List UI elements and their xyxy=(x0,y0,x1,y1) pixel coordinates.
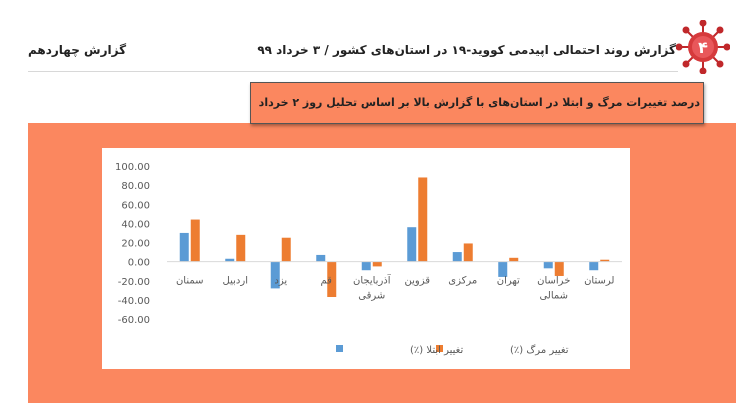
bar-infection xyxy=(543,261,553,269)
x-category-label: خراسان شمالی xyxy=(537,276,570,302)
x-category-label: لرستان xyxy=(584,276,614,287)
bar-infection xyxy=(452,252,462,262)
y-tick-label: 60.00 xyxy=(121,200,150,211)
bar-death xyxy=(236,234,246,262)
bar-death xyxy=(281,237,291,262)
x-category-label: تهران xyxy=(497,276,520,287)
y-tick-label: 80.00 xyxy=(121,181,150,192)
bar-death xyxy=(463,243,473,262)
bar-chart: 100.00 80.00 60.00 40.00 20.00 0.00 -20.00 -40.… xyxy=(115,162,622,356)
y-tick-label: 20.00 xyxy=(121,239,150,250)
report-number: گزارش چهاردهم xyxy=(28,43,127,57)
bar-death xyxy=(327,261,337,298)
y-tick-label: 100.00 xyxy=(115,162,150,173)
bar-infection xyxy=(179,232,189,262)
y-tick-label: 40.00 xyxy=(121,219,150,230)
bar-death xyxy=(600,259,610,262)
legend-label: تغییر مرگ (٪) xyxy=(510,343,569,356)
x-category-label: مرکزی xyxy=(448,276,477,287)
header-divider xyxy=(28,71,678,72)
bar-infection xyxy=(498,261,508,277)
y-tick-label: -20.00 xyxy=(118,277,150,288)
x-category-label: یزد xyxy=(274,276,287,287)
bar-death xyxy=(509,257,519,262)
bar-death xyxy=(372,261,382,267)
bar-infection xyxy=(225,258,235,262)
legend-label: تغییر ابتلا (٪) xyxy=(410,345,463,356)
x-category-label: آذربایجان شرقی xyxy=(353,274,392,302)
chart-title: درصد تغییرات مرگ و ابتلا در استان‌های با… xyxy=(258,96,700,109)
legend-swatch xyxy=(336,345,343,352)
y-tick-label: -40.00 xyxy=(118,296,150,307)
bar-infection xyxy=(361,261,371,271)
bar-death xyxy=(190,219,200,262)
x-category-label: قم xyxy=(321,276,333,287)
virus-badge-icon: ۴ xyxy=(676,20,730,74)
bar-infection xyxy=(316,254,326,262)
y-tick-label: -60.00 xyxy=(118,315,150,326)
legend-swatch xyxy=(436,345,443,352)
x-category-label: اردبیل xyxy=(223,276,248,287)
bar-death xyxy=(554,261,564,276)
bar-death xyxy=(418,177,428,262)
x-category-label: قزوین xyxy=(404,276,430,287)
report-title: گزارش روند احتمالی اپیدمی کووید-۱۹ در اس… xyxy=(257,43,676,57)
bar-infection xyxy=(407,227,417,262)
x-category-label: سمنان xyxy=(176,276,204,287)
bar-infection xyxy=(589,261,599,271)
chart-area: 100.00 80.00 60.00 40.00 20.00 0.00 -20.00 -40.… xyxy=(102,148,630,369)
bar-infection xyxy=(270,261,280,289)
chart-title-box xyxy=(250,82,704,124)
badge-number: ۴ xyxy=(698,38,708,57)
y-tick-label: 0.00 xyxy=(128,258,150,269)
